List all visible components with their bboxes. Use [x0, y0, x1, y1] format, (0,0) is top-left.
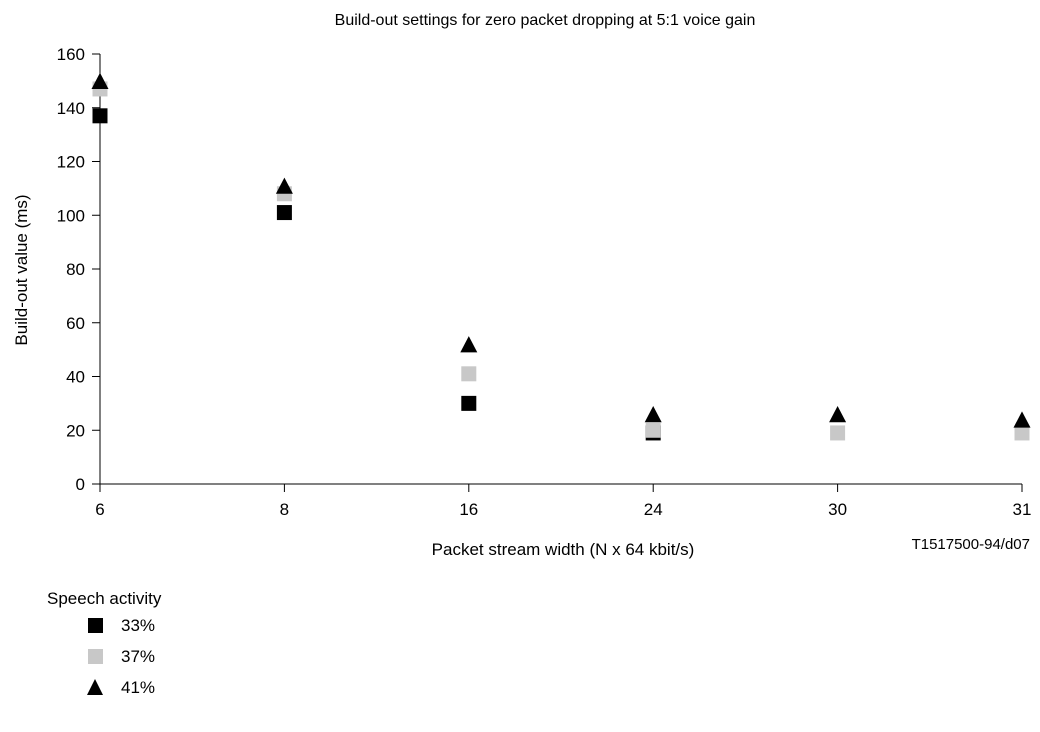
- data-point-37pct: [1014, 425, 1030, 441]
- y-axis: 0 20 40 60 80 100 120 140 160: [57, 45, 101, 494]
- legend-item-37: 37%: [47, 643, 297, 674]
- x-tick-label: 24: [644, 500, 663, 519]
- chart-title: Build-out settings for zero packet dropp…: [335, 12, 756, 29]
- data-point-37pct: [830, 425, 846, 441]
- x-axis-label: Packet stream width (N x 64 kbit/s): [432, 540, 695, 559]
- x-tick-label: 6: [95, 500, 104, 519]
- plot-marks: [91, 72, 1031, 441]
- x-tick-label: 8: [280, 500, 289, 519]
- legend-title: Speech activity: [47, 589, 162, 608]
- data-point-41pct: [91, 72, 109, 89]
- data-point-33pct: [92, 108, 108, 124]
- data-point-41pct: [829, 406, 847, 423]
- x-tick-label: 30: [828, 500, 847, 519]
- legend-marker-33-square-icon: [88, 618, 103, 633]
- legend-item-33: 33%: [47, 612, 297, 643]
- data-point-41pct: [644, 406, 662, 423]
- legend: Speech activity 33% 37% 41%: [47, 586, 297, 705]
- figure-id: T1517500-94/d07: [911, 536, 1030, 553]
- y-tick-label: 60: [66, 314, 85, 333]
- x-axis: 6 8 16 24 30 31: [95, 483, 1032, 519]
- y-tick-label: 140: [57, 99, 85, 118]
- legend-marker-41-triangle-icon: [87, 679, 103, 695]
- legend-label-37: 37%: [121, 647, 156, 666]
- legend-label-33: 33%: [121, 616, 156, 635]
- y-tick-label: 40: [66, 368, 85, 387]
- legend-marker-37-square-icon: [88, 649, 103, 664]
- data-point-37pct: [645, 422, 661, 438]
- y-tick-label: 0: [76, 475, 85, 494]
- y-tick-label: 160: [57, 45, 85, 64]
- y-axis-label: Build-out value (ms): [12, 194, 31, 345]
- data-point-33pct: [276, 205, 292, 221]
- legend-item-41: 41%: [47, 674, 297, 705]
- data-point-41pct: [460, 336, 478, 353]
- data-point-41pct: [275, 177, 293, 194]
- x-tick-label: 16: [459, 500, 478, 519]
- data-point-37pct: [461, 366, 477, 382]
- y-tick-label: 100: [57, 206, 85, 225]
- y-tick-label: 120: [57, 153, 85, 172]
- x-tick-label: 31: [1013, 500, 1032, 519]
- y-tick-label: 20: [66, 421, 85, 440]
- data-point-33pct: [461, 395, 477, 411]
- data-point-41pct: [1013, 411, 1031, 428]
- legend-label-41: 41%: [121, 678, 156, 697]
- y-tick-label: 80: [66, 260, 85, 279]
